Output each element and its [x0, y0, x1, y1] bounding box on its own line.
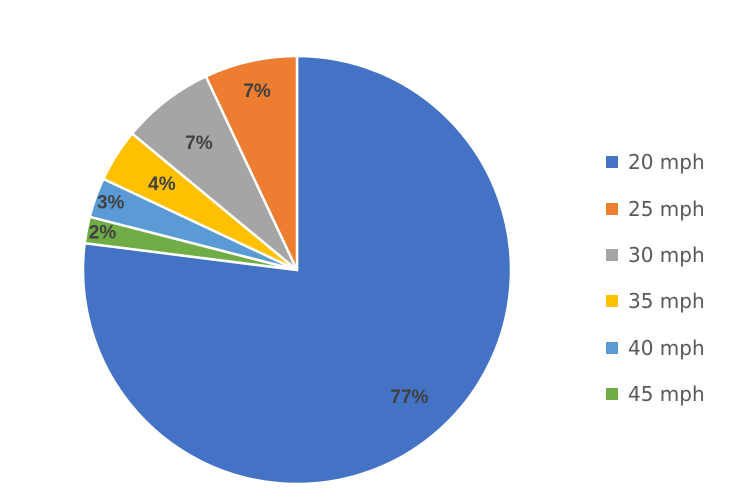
legend-swatch: [606, 202, 618, 215]
data-label-20-mph: 77%: [390, 387, 428, 408]
legend-swatch: [606, 248, 618, 261]
pie-data-labels: 77% 7% 7% 4% 3% 2%: [89, 81, 429, 408]
legend-item: 25 mph: [606, 185, 705, 231]
legend-label: 40 mph: [628, 335, 705, 360]
legend-item: 35 mph: [606, 278, 705, 324]
chart-legend: 20 mph 25 mph 30 mph 35 mph 40 mph 45 mph: [606, 139, 705, 417]
legend-label: 35 mph: [628, 289, 705, 314]
legend-item: 30 mph: [606, 232, 705, 278]
data-label-40-mph: 3%: [97, 192, 125, 213]
data-label-25-mph: 7%: [243, 81, 271, 102]
legend-item: 45 mph: [606, 371, 705, 417]
legend-swatch: [606, 156, 618, 169]
legend-label: 20 mph: [628, 150, 705, 175]
legend-label: 45 mph: [628, 382, 705, 407]
legend-label: 30 mph: [628, 242, 705, 267]
pie-slice-25-mph: [204, 54, 299, 271]
legend-item: 20 mph: [606, 139, 705, 185]
data-label-45-mph: 2%: [89, 222, 117, 243]
data-label-30-mph: 7%: [185, 133, 213, 154]
legend-label: 25 mph: [628, 196, 705, 221]
pie-slice-20-mph: [81, 54, 513, 486]
legend-swatch: [606, 295, 618, 308]
legend-swatch: [606, 341, 618, 354]
pie-slices: [81, 54, 513, 486]
legend-item: 40 mph: [606, 325, 705, 371]
data-label-35-mph: 4%: [148, 174, 176, 195]
legend-swatch: [606, 388, 618, 401]
